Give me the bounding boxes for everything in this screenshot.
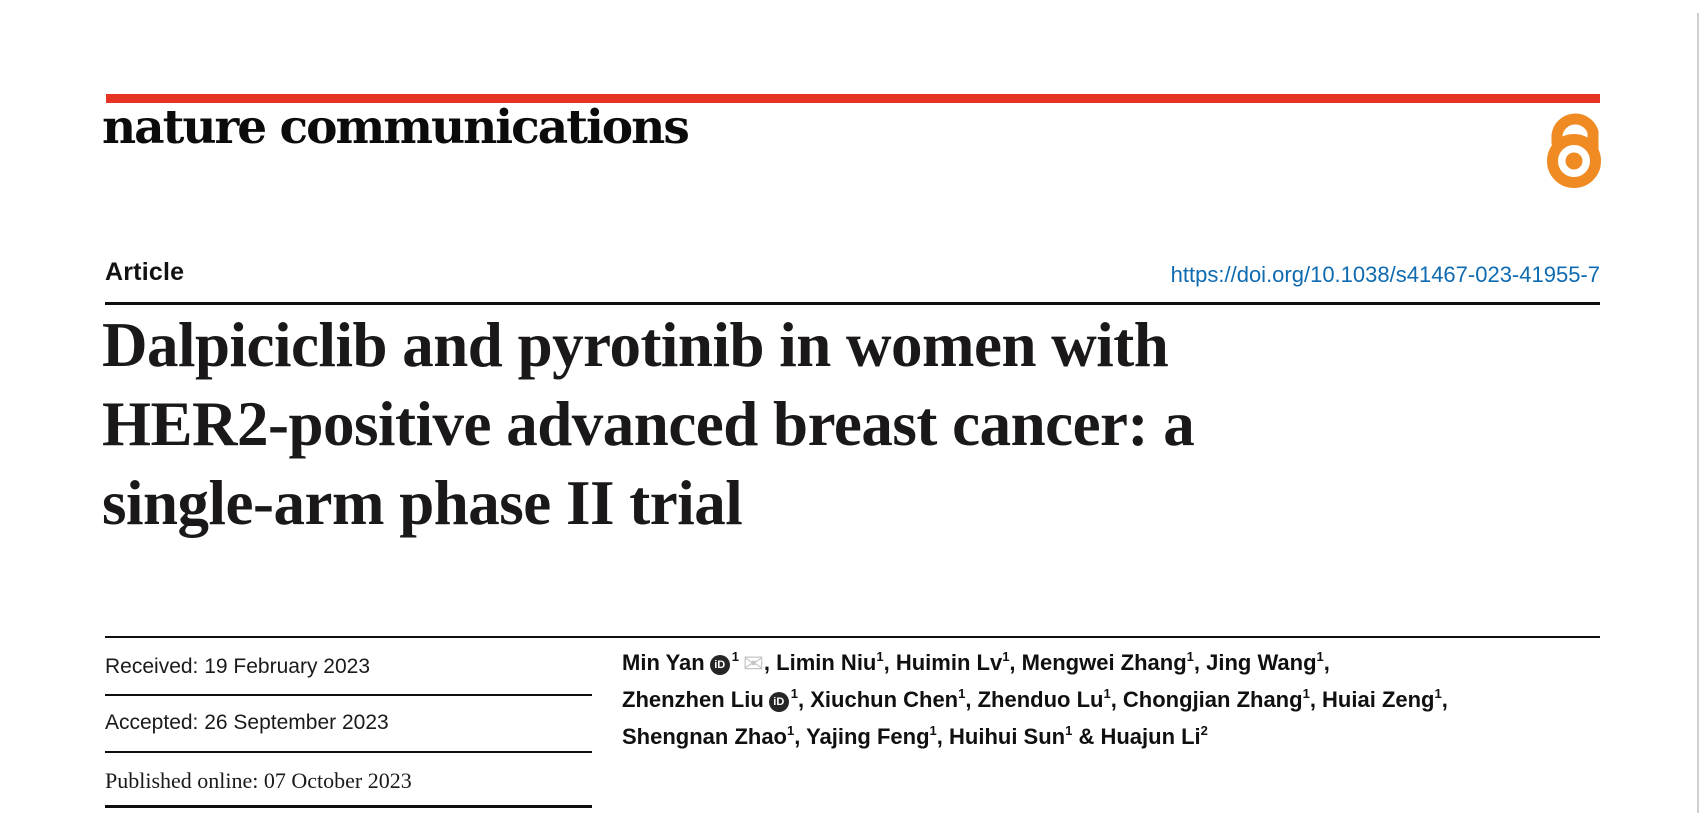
journal-wordmark: nature communications (102, 100, 690, 155)
author-line: Zhenzhen Liu iD1, Xiuchun Chen1, Zhenduo … (622, 686, 1448, 712)
history-divider-3 (105, 805, 592, 808)
orcid-icon[interactable]: iD (768, 692, 789, 712)
title-line-1: Dalpiciclib and pyrotinib in women with (102, 310, 1169, 380)
affiliation-superscript: 1 (1302, 686, 1310, 701)
affiliation-superscript: 1 (1065, 723, 1073, 738)
affiliation-superscript: 1 (1186, 649, 1194, 664)
page-edge-line (1697, 13, 1699, 813)
orcid-icon[interactable]: iD (709, 655, 730, 675)
affiliation-superscript: 1 (790, 686, 798, 701)
affiliation-superscript: 1 (1103, 686, 1111, 701)
affiliation-superscript: 1 (731, 649, 739, 664)
author-name: Yajing Feng (806, 724, 930, 749)
author-lines: Min Yan iD1 ✉, Limin Niu1, Huimin Lv1, Men… (622, 646, 1522, 757)
author-name: Shengnan Zhao (622, 724, 787, 749)
history-divider-2 (105, 751, 592, 753)
email-envelope-icon[interactable]: ✉ (742, 649, 764, 678)
author-name: Mengwei Zhang (1021, 650, 1187, 675)
open-access-icon (1547, 113, 1601, 188)
published-date: Published online: 07 October 2023 (105, 768, 412, 793)
author-name: Min Yan (622, 650, 705, 675)
affiliation-superscript: 1 (1434, 686, 1442, 701)
author-name: Huihui Sun (949, 724, 1066, 749)
title-line-3: single-arm phase II trial (102, 468, 743, 538)
affiliation-superscript: 1 (958, 686, 966, 701)
affiliation-superscript: 1 (876, 649, 884, 664)
author-name: Zhenduo Lu (977, 687, 1104, 712)
received-date: Received: 19 February 2023 (105, 655, 370, 678)
title-line-2: HER2-positive advanced breast cancer: a (102, 389, 1195, 459)
history-divider-1 (105, 694, 592, 696)
affiliation-superscript: 1 (1002, 649, 1010, 664)
author-name: Zhenzhen Liu (622, 687, 764, 712)
article-type-label: Article (105, 258, 185, 286)
author-name: Xiuchun Chen (810, 687, 959, 712)
affiliation-superscript: 1 (929, 723, 937, 738)
affiliation-superscript: 1 (1316, 649, 1324, 664)
author-line: Shengnan Zhao1, Yajing Feng1, Huihui Sun… (622, 723, 1208, 749)
doi-link[interactable]: https://doi.org/10.1038/s41467-023-41955… (1170, 262, 1600, 287)
header-rule (105, 302, 1600, 305)
author-name: Jing Wang (1206, 650, 1317, 675)
article-title: Dalpiciclib and pyrotinib in women with … (102, 306, 1522, 543)
author-line: Min Yan iD1 ✉, Limin Niu1, Huimin Lv1, Men… (622, 646, 1522, 683)
accepted-date: Accepted: 26 September 2023 (105, 711, 389, 734)
author-name: Chongjian Zhang (1122, 687, 1303, 712)
masthead-red-bar (106, 94, 1600, 103)
author-name: Huimin Lv (895, 650, 1003, 675)
midpage-rule (105, 636, 1600, 638)
affiliation-superscript: 1 (787, 723, 795, 738)
affiliation-superscript: 2 (1200, 723, 1208, 738)
author-name: Limin Niu (776, 650, 877, 675)
author-name: Huajun Li (1100, 724, 1201, 749)
author-name: Huiai Zeng (1322, 687, 1435, 712)
